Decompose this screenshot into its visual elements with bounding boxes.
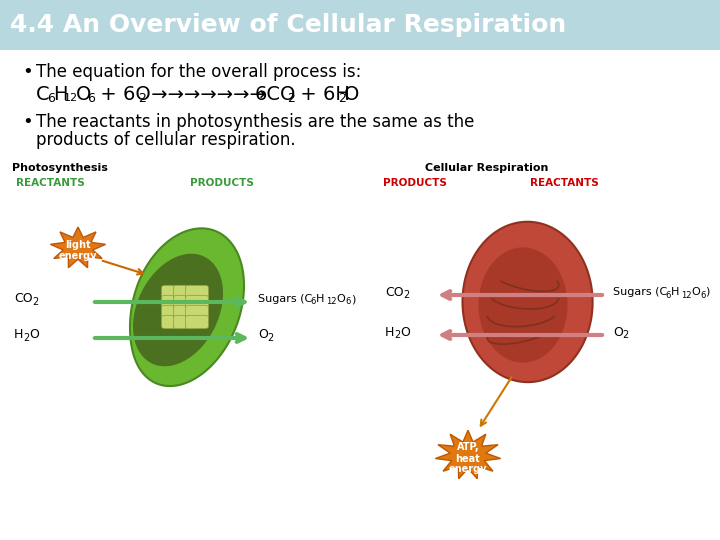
Text: O: O [29, 328, 39, 341]
Text: 2: 2 [622, 330, 629, 340]
Text: The reactants in photosynthesis are the same as the: The reactants in photosynthesis are the … [36, 113, 474, 131]
Text: •: • [22, 113, 32, 131]
Text: Sugars (C: Sugars (C [258, 294, 312, 304]
Text: 6: 6 [700, 291, 706, 300]
Text: O: O [258, 328, 268, 341]
Polygon shape [436, 430, 500, 479]
Text: H: H [53, 84, 68, 104]
Text: 2: 2 [23, 333, 30, 343]
Text: 2: 2 [267, 333, 274, 343]
Text: H: H [14, 328, 23, 341]
Text: Sugars (C: Sugars (C [613, 287, 667, 297]
FancyBboxPatch shape [186, 315, 209, 329]
Text: + 6O: + 6O [94, 84, 150, 104]
Polygon shape [50, 227, 106, 268]
Text: H: H [385, 326, 395, 339]
Text: REACTANTS: REACTANTS [530, 178, 599, 188]
Text: O: O [691, 287, 700, 297]
Text: H: H [671, 287, 680, 297]
FancyBboxPatch shape [174, 295, 197, 309]
Text: O: O [400, 326, 410, 339]
Text: energy: energy [59, 251, 97, 261]
Text: ): ) [705, 287, 709, 297]
FancyBboxPatch shape [186, 285, 209, 299]
FancyBboxPatch shape [174, 315, 197, 329]
Text: 2: 2 [338, 91, 346, 105]
FancyBboxPatch shape [174, 305, 197, 319]
Text: 6: 6 [345, 298, 351, 307]
Polygon shape [133, 254, 223, 366]
Text: ): ) [351, 294, 356, 304]
Text: 2: 2 [138, 91, 146, 105]
Polygon shape [479, 247, 567, 362]
Polygon shape [462, 222, 593, 382]
Text: 2: 2 [394, 330, 400, 340]
Text: →→→→→→→: →→→→→→→ [145, 84, 272, 104]
Text: 6: 6 [47, 91, 55, 105]
Text: Cellular Respiration: Cellular Respiration [425, 163, 549, 173]
Text: products of cellular respiration.: products of cellular respiration. [36, 131, 296, 149]
Text: •: • [22, 63, 32, 81]
Text: energy: energy [449, 464, 487, 474]
Polygon shape [130, 228, 244, 386]
Text: 2: 2 [32, 297, 38, 307]
Text: 12: 12 [326, 298, 336, 307]
Text: 12: 12 [64, 93, 78, 103]
Text: The equation for the overall process is:: The equation for the overall process is: [36, 63, 361, 81]
Text: Photosynthesis: Photosynthesis [12, 163, 108, 173]
FancyBboxPatch shape [161, 285, 184, 299]
Text: PRODUCTS: PRODUCTS [383, 178, 447, 188]
FancyBboxPatch shape [0, 0, 720, 50]
FancyBboxPatch shape [186, 295, 209, 309]
FancyBboxPatch shape [161, 295, 184, 309]
Text: PRODUCTS: PRODUCTS [190, 178, 254, 188]
FancyBboxPatch shape [174, 285, 197, 299]
Text: 2: 2 [287, 91, 295, 105]
Text: H: H [316, 294, 325, 304]
Text: + 6H: + 6H [294, 84, 350, 104]
Text: light: light [66, 240, 91, 250]
Text: 2: 2 [403, 290, 409, 300]
Text: REACTANTS: REACTANTS [16, 178, 85, 188]
Text: 4.4 An Overview of Cellular Respiration: 4.4 An Overview of Cellular Respiration [10, 13, 566, 37]
Text: CO: CO [385, 286, 404, 299]
Text: O: O [344, 84, 359, 104]
Text: heat: heat [456, 454, 480, 464]
FancyBboxPatch shape [161, 315, 184, 329]
Text: 6CO: 6CO [255, 84, 297, 104]
Text: 6: 6 [87, 91, 95, 105]
Text: C: C [36, 84, 50, 104]
Text: 12: 12 [681, 291, 691, 300]
Text: O: O [76, 84, 91, 104]
Text: ATP,: ATP, [456, 442, 480, 452]
Text: O: O [613, 326, 623, 339]
Text: 6: 6 [665, 291, 670, 300]
Text: O: O [336, 294, 345, 304]
Text: CO: CO [14, 293, 32, 306]
Text: 6: 6 [310, 298, 315, 307]
FancyBboxPatch shape [161, 305, 184, 319]
FancyBboxPatch shape [186, 305, 209, 319]
